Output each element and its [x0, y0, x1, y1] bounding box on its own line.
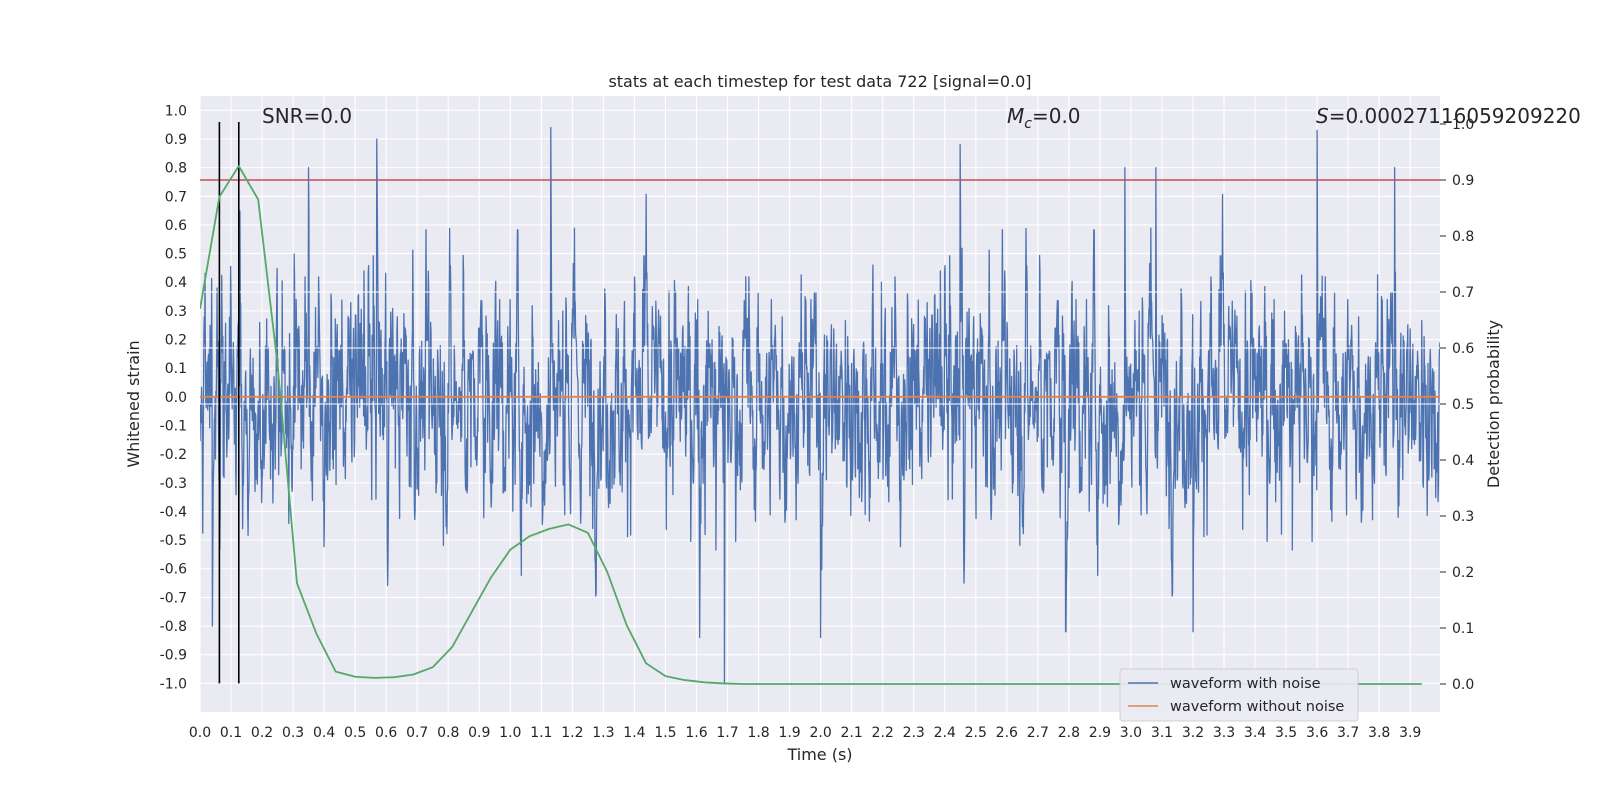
x-tick-label: 0.8 — [437, 725, 459, 741]
x-tick-label: 2.1 — [841, 725, 863, 741]
x-tick-label: 3.9 — [1399, 725, 1421, 741]
x-tick-label: 3.5 — [1275, 725, 1297, 741]
y-tick-label: -0.3 — [160, 476, 187, 492]
x-tick-label: 2.4 — [934, 725, 956, 741]
y-tick-label: 0.1 — [165, 361, 187, 377]
plot-area — [200, 122, 1440, 685]
y2-tick-labels: 1.0 0.9 0.8 0.7 0.6 0.5 0.4 0.3 0.2 0.1 0.0 — [1440, 117, 1474, 693]
y2-tick-label: 0.2 — [1452, 565, 1474, 581]
x-tick-label: 3.4 — [1244, 725, 1266, 741]
x-tick-label: 2.2 — [872, 725, 894, 741]
x-tick-label: 3.1 — [1151, 725, 1173, 741]
series-detection-probability — [200, 165, 1422, 685]
x-tick-label: 1.3 — [592, 725, 614, 741]
y2-tick-label: 0.6 — [1452, 341, 1474, 357]
y-tick-label: 0.2 — [165, 333, 187, 349]
x-tick-label: 2.6 — [996, 725, 1018, 741]
x-tick-label: 1.0 — [499, 725, 521, 741]
x-tick-label: 1.5 — [654, 725, 676, 741]
y2-tick-label: 0.4 — [1452, 453, 1474, 469]
y2-tick-label: 0.7 — [1452, 285, 1474, 301]
mc-value: =0.0 — [1032, 104, 1081, 128]
x-tick-label: 0.1 — [220, 725, 242, 741]
mc-symbol: M — [1007, 104, 1024, 128]
mc-subscript: c — [1024, 116, 1032, 132]
y2-tick-label: 0.1 — [1452, 621, 1474, 637]
s-symbol: S — [1316, 104, 1329, 128]
x-tick-label: 1.1 — [530, 725, 552, 741]
s-annotation: S=0.00027116059209220 — [1316, 104, 1581, 128]
mc-annotation: Mc=0.0 — [1007, 104, 1081, 132]
y2-tick-label: 0.0 — [1452, 677, 1474, 693]
x-tick-label: 3.8 — [1368, 725, 1390, 741]
series-waveform-with-noise — [200, 126, 1440, 684]
y-tick-label: 1.0 — [165, 103, 187, 119]
x-tick-label: 3.3 — [1213, 725, 1235, 741]
y-tick-label: 0.3 — [165, 304, 187, 320]
y-tick-label: -0.2 — [160, 447, 187, 463]
y-tick-label: -0.7 — [160, 590, 187, 606]
x-tick-label: 0.9 — [468, 725, 490, 741]
x-tick-label: 0.5 — [344, 725, 366, 741]
x-tick-label: 0.6 — [375, 725, 397, 741]
y-tick-label: 0.9 — [165, 132, 187, 148]
y-tick-label: -0.4 — [160, 504, 187, 520]
x-tick-label: 0.4 — [313, 725, 335, 741]
legend-entry-noise: waveform with noise — [1170, 676, 1321, 692]
y-tick-label: 0.5 — [165, 247, 187, 263]
y-tick-labels: 1.0 0.9 0.8 0.7 0.6 0.5 0.4 0.3 0.2 0.1 0.0 -0.1 -0.… — [160, 103, 187, 692]
y-tick-label: 0.4 — [165, 275, 187, 291]
x-tick-label: 1.7 — [716, 725, 738, 741]
y-tick-label: -0.5 — [160, 533, 187, 549]
y2-tick-label: 0.8 — [1452, 229, 1474, 245]
legend-entry-clean: waveform without noise — [1170, 699, 1344, 715]
y-tick-label: -1.0 — [160, 676, 187, 692]
y-tick-label: -0.9 — [160, 648, 187, 664]
x-tick-label: 3.6 — [1306, 725, 1328, 741]
y2-tick-label: 0.5 — [1452, 397, 1474, 413]
y-axis-label: Whitened strain — [124, 340, 143, 467]
x-tick-label: 2.3 — [903, 725, 925, 741]
x-tick-label: 2.0 — [809, 725, 831, 741]
x-axis-label: Time (s) — [786, 745, 852, 764]
x-tick-labels: 0.0 0.1 0.2 0.3 0.4 0.5 0.6 0.7 0.8 0.9 1.0 1.1 1.2 1… — [189, 725, 1421, 741]
legend: waveform with noise waveform without noi… — [1119, 668, 1359, 722]
y2-tick-label: 0.3 — [1452, 509, 1474, 525]
x-tick-label: 3.2 — [1182, 725, 1204, 741]
x-tick-label: 2.5 — [965, 725, 987, 741]
x-tick-label: 2.8 — [1058, 725, 1080, 741]
snr-annotation: SNR=0.0 — [262, 104, 352, 128]
y-tick-label: -0.6 — [160, 562, 187, 578]
x-tick-label: 0.7 — [406, 725, 428, 741]
y-tick-label: 0.7 — [165, 189, 187, 205]
x-tick-label: 2.7 — [1027, 725, 1049, 741]
x-tick-label: 1.2 — [561, 725, 583, 741]
x-tick-label: 0.3 — [282, 725, 304, 741]
y2-tick-label: 1.0 — [1452, 117, 1474, 133]
legend-box — [1119, 668, 1359, 722]
x-tick-label: 2.9 — [1089, 725, 1111, 741]
x-tick-label: 1.6 — [685, 725, 707, 741]
x-tick-label: 1.4 — [623, 725, 645, 741]
y-tick-label: -0.1 — [160, 418, 187, 434]
x-tick-label: 1.9 — [778, 725, 800, 741]
chart-title: stats at each timestep for test data 722… — [608, 72, 1031, 91]
y-tick-label: 0.6 — [165, 218, 187, 234]
x-tick-label: 0.0 — [189, 725, 211, 741]
x-tick-label: 3.0 — [1120, 725, 1142, 741]
x-tick-label: 1.8 — [747, 725, 769, 741]
s-value: =0.00027116059209220 — [1329, 104, 1581, 128]
y2-axis-label: Detection probability — [1484, 320, 1503, 488]
y2-tick-label: 0.9 — [1452, 173, 1474, 189]
y-tick-label: 0.8 — [165, 161, 187, 177]
x-tick-label: 3.7 — [1337, 725, 1359, 741]
y-tick-label: -0.8 — [160, 619, 187, 635]
y-tick-label: 0.0 — [165, 390, 187, 406]
x-tick-label: 0.2 — [251, 725, 273, 741]
